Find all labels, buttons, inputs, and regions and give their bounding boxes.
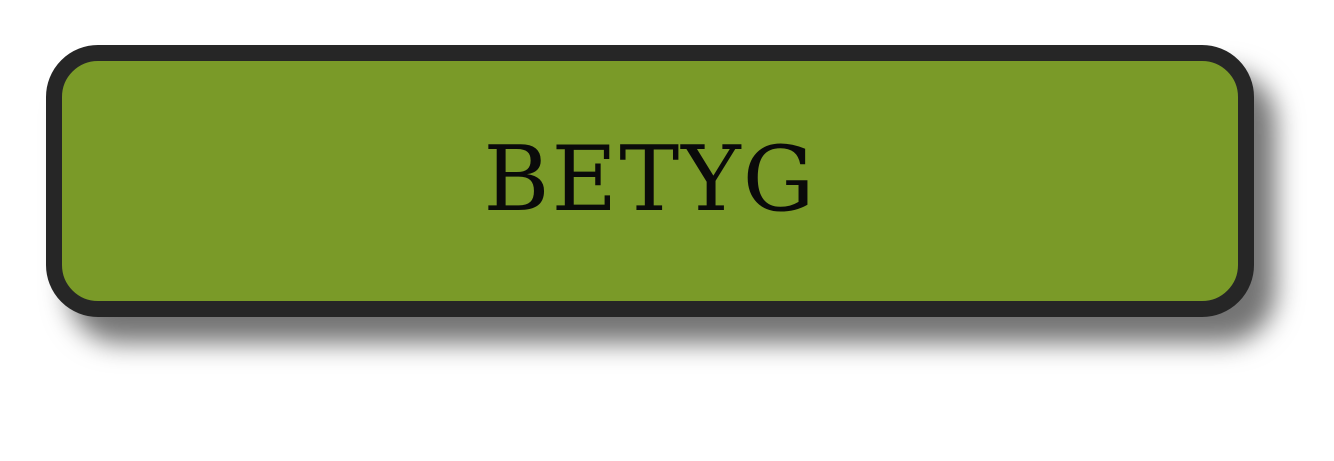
betyg-button-label: BETYG (483, 127, 817, 232)
betyg-button[interactable]: BETYG (46, 45, 1254, 317)
